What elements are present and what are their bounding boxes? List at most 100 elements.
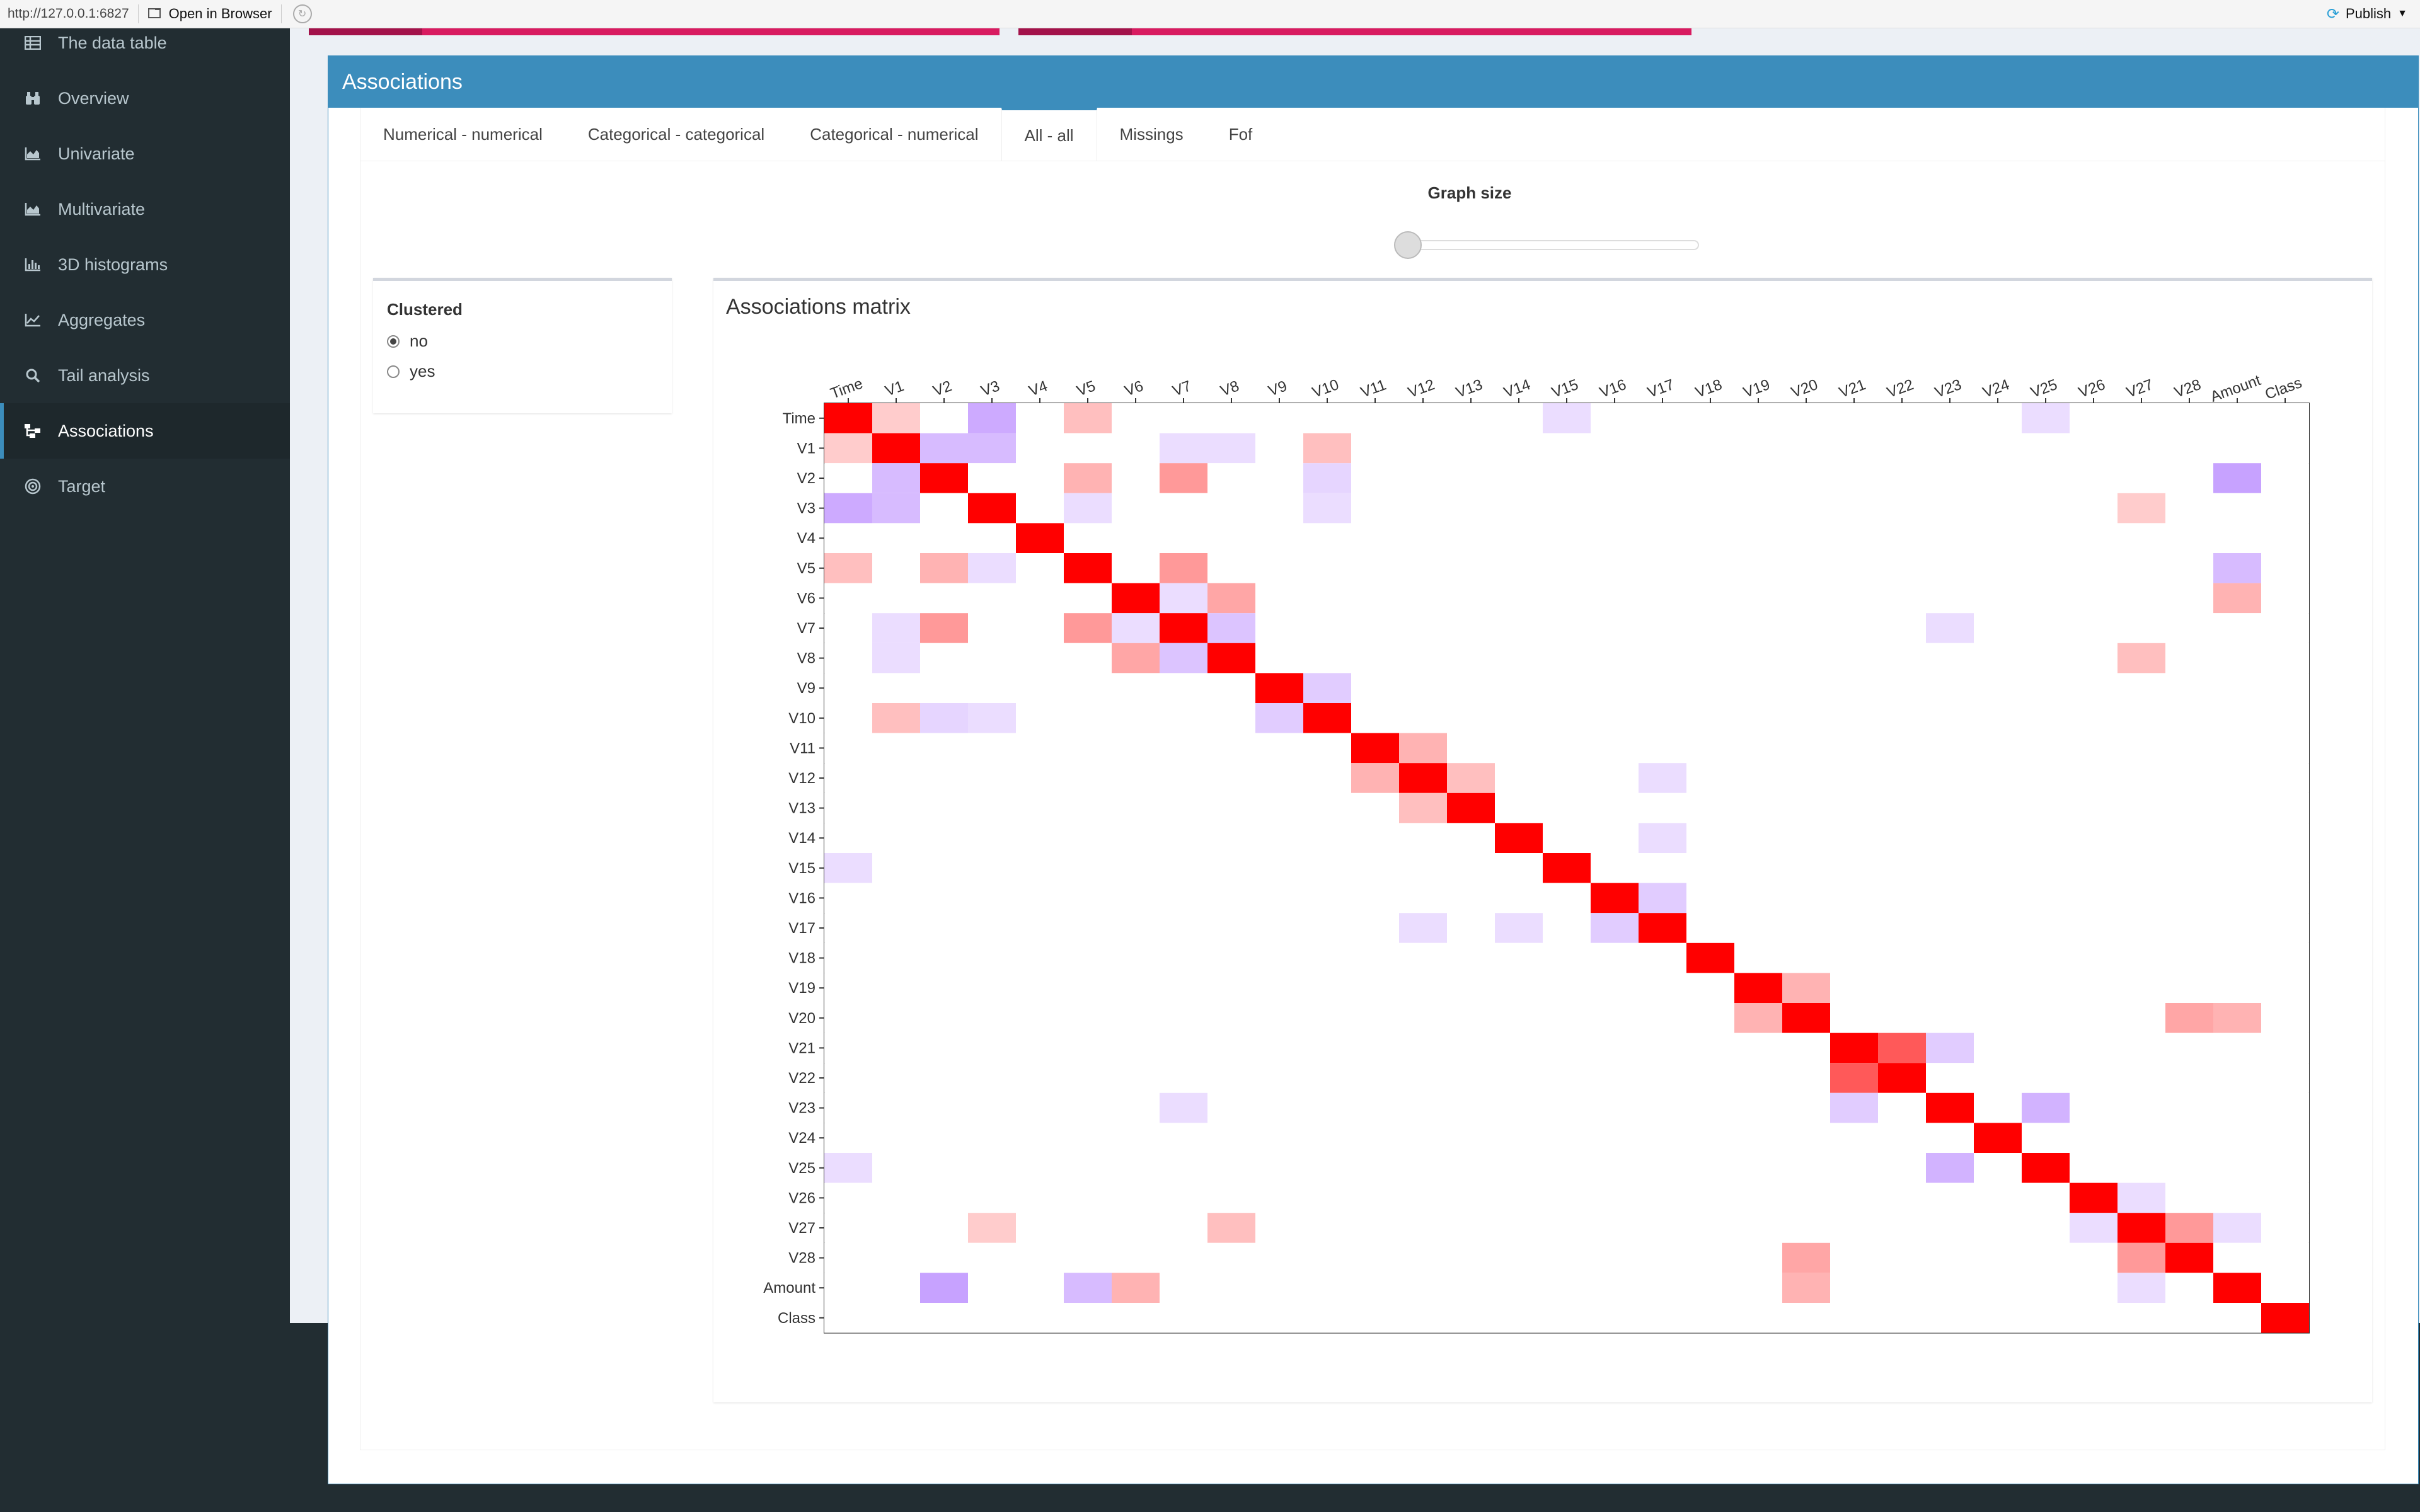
- heatmap-cell: [1207, 1003, 1255, 1033]
- sidebar-item-aggregates[interactable]: Aggregates: [0, 292, 290, 348]
- heatmap-cell: [1830, 1273, 1878, 1303]
- heatmap-cell: [920, 1213, 968, 1243]
- radio-no[interactable]: [387, 335, 400, 348]
- sidebar-item-associations[interactable]: Associations: [0, 403, 290, 459]
- heatmap-cell: [1495, 793, 1543, 823]
- heatmap-cell: [824, 1003, 872, 1033]
- publish-button[interactable]: ⟳ Publish ▼: [2327, 5, 2407, 23]
- heatmap-cell: [2118, 613, 2165, 643]
- sidebar-item-3d-histograms[interactable]: 3D histograms: [0, 237, 290, 292]
- heatmap-cell: [2118, 793, 2165, 823]
- heatmap-cell: [2213, 463, 2261, 493]
- heatmap-cell: [1207, 1183, 1255, 1213]
- heatmap-cell: [1112, 703, 1160, 733]
- heatmap-cell: [1639, 523, 1686, 553]
- heatmap-cell: [1016, 643, 1064, 673]
- tab-numerical-numerical[interactable]: Numerical - numerical: [383, 124, 543, 144]
- heatmap-cell: [1974, 883, 2022, 914]
- heatmap-cell: [2165, 523, 2213, 553]
- heatmap-cell: [2213, 583, 2261, 614]
- heatmap-cell: [1064, 493, 1112, 524]
- heatmap-cell: [1926, 913, 1974, 943]
- sidebar-item-target[interactable]: Target: [0, 459, 290, 514]
- heatmap-cell: [2213, 613, 2261, 643]
- heatmap-cell: [1782, 883, 1830, 914]
- heatmap-cell: [1974, 1092, 2022, 1123]
- sidebar-item-univariate[interactable]: Univariate: [0, 126, 290, 181]
- radio-yes[interactable]: [387, 365, 400, 378]
- heatmap-cell: [824, 1213, 872, 1243]
- search-icon: [23, 368, 43, 383]
- heatmap-cell: [2261, 973, 2309, 1003]
- open-in-browser-button[interactable]: Open in Browser: [147, 6, 272, 22]
- heatmap-cell: [1447, 403, 1495, 433]
- heatmap-cell: [1399, 942, 1447, 973]
- heatmap-cell: [968, 1033, 1016, 1063]
- sidebar-item-data-table[interactable]: The data table: [0, 28, 290, 58]
- refresh-icon[interactable]: ↻: [292, 4, 312, 23]
- heatmap-cell: [872, 613, 920, 643]
- sidebar-item-overview[interactable]: Overview: [0, 71, 290, 126]
- heatmap-cell: [1782, 733, 1830, 764]
- graph-size-slider[interactable]: [1402, 240, 1699, 250]
- sidebar-item-tail-analysis[interactable]: Tail analysis: [0, 348, 290, 403]
- heatmap-cell: [1926, 1213, 1974, 1243]
- heatmap-cell: [2070, 883, 2118, 914]
- heatmap-cell: [1207, 733, 1255, 764]
- heatmap-cell: [1878, 403, 1926, 433]
- clustered-option-yes[interactable]: yes: [387, 362, 435, 381]
- heatmap-cell: [1255, 1092, 1303, 1123]
- heatmap-cell: [2213, 703, 2261, 733]
- clustered-option-no[interactable]: no: [387, 331, 428, 351]
- heatmap-cell: [1303, 703, 1351, 733]
- row-label: V16: [788, 890, 815, 907]
- row-label: V21: [788, 1040, 815, 1057]
- heatmap-cell: [2213, 1242, 2261, 1273]
- heatmap-cell: [1303, 1003, 1351, 1033]
- graph-size-slider-handle[interactable]: [1394, 231, 1422, 259]
- heatmap-cell: [2118, 1092, 2165, 1123]
- heatmap-cell: [2165, 973, 2213, 1003]
- heatmap-cell: [1255, 793, 1303, 823]
- heatmap-cell: [872, 403, 920, 433]
- heatmap-cell: [1399, 1063, 1447, 1093]
- heatmap-cell: [1543, 553, 1591, 583]
- heatmap-cell: [2213, 853, 2261, 883]
- sidebar-item-multivariate[interactable]: Multivariate: [0, 181, 290, 237]
- heatmap-cell: [1734, 553, 1782, 583]
- tab-fof[interactable]: Fof: [1228, 124, 1253, 144]
- heatmap-cell: [2118, 673, 2165, 703]
- heatmap-cell: [872, 493, 920, 524]
- heatmap-cell: [1495, 643, 1543, 673]
- heatmap-cell: [2118, 463, 2165, 493]
- heatmap-cell: [2165, 1092, 2213, 1123]
- tab-categorical-categorical[interactable]: Categorical - categorical: [587, 124, 765, 144]
- heatmap-cell: [1782, 1303, 1830, 1333]
- tab-categorical-numerical[interactable]: Categorical - numerical: [810, 124, 979, 144]
- heatmap-cell: [1064, 433, 1112, 464]
- heatmap-cell: [872, 913, 920, 943]
- tab-missings[interactable]: Missings: [1119, 124, 1184, 144]
- heatmap-cell: [1926, 463, 1974, 493]
- heatmap-cell: [1734, 613, 1782, 643]
- heatmap-cell: [1878, 1213, 1926, 1243]
- heatmap-cell: [1974, 793, 2022, 823]
- heatmap-cell: [1639, 1092, 1686, 1123]
- heatmap-cell: [1351, 763, 1399, 793]
- heatmap-cell: [1782, 1123, 1830, 1153]
- heatmap-cell: [1591, 1183, 1639, 1213]
- heatmap-cell: [1207, 1092, 1255, 1123]
- heatmap-cell: [2165, 913, 2213, 943]
- heatmap-cell: [1255, 433, 1303, 464]
- heatmap-cell: [2261, 493, 2309, 524]
- heatmap-cell: [920, 1033, 968, 1063]
- heatmap-cell: [1303, 583, 1351, 614]
- heatmap-cell: [2165, 883, 2213, 914]
- tab-all-all[interactable]: All - all: [1001, 108, 1097, 161]
- heatmap-cell: [1782, 703, 1830, 733]
- heatmap-cell: [1639, 1183, 1686, 1213]
- heatmap-cell: [1255, 613, 1303, 643]
- heatmap-cell: [2022, 403, 2070, 433]
- row-label: V20: [788, 1010, 815, 1027]
- heatmap-cell: [824, 433, 872, 464]
